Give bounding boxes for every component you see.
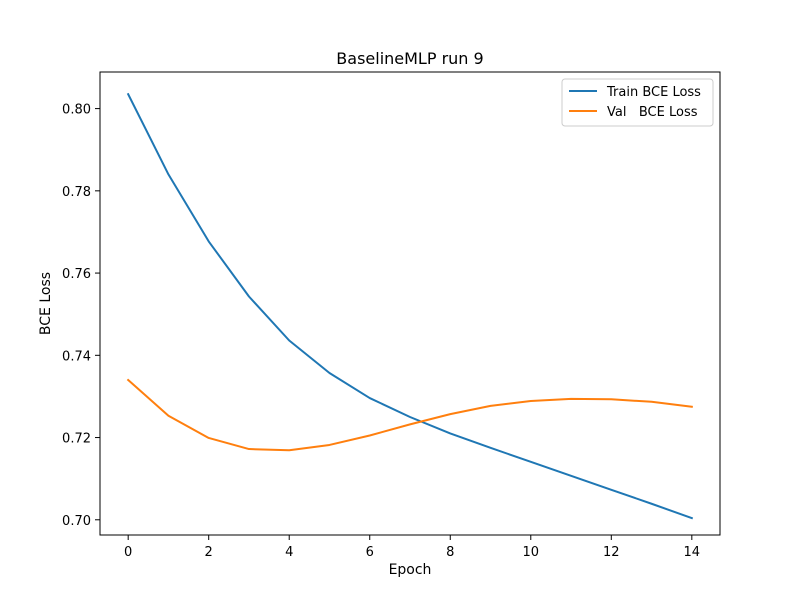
- y-tick-label: 0.70: [62, 514, 91, 529]
- x-tick-label: 6: [366, 545, 374, 560]
- y-tick-label: 0.72: [62, 432, 91, 447]
- series-line-1: [126, 378, 693, 452]
- x-axis-label: Epoch: [389, 562, 432, 578]
- legend-label-val: Val BCE Loss: [607, 105, 698, 120]
- series-line-0: [126, 92, 694, 520]
- axis-ticks: 0 2 4 6 8 10 12 14 0.70 0.72 0.74 0.76 0.78 0.80: [62, 103, 700, 560]
- x-tick-label: 10: [523, 545, 540, 560]
- plot-area: [126, 92, 694, 520]
- y-tick-label: 0.78: [62, 185, 91, 200]
- x-tick-label: 4: [285, 545, 293, 560]
- x-tick-label: 2: [205, 545, 213, 560]
- axes-frame: [99, 71, 721, 536]
- y-tick-label: 0.74: [62, 349, 91, 364]
- legend: Train BCE Loss Val BCE Loss: [561, 78, 714, 127]
- chart-title: BaselineMLP run 9: [336, 49, 483, 68]
- y-axis-label: BCE Loss: [38, 272, 54, 335]
- x-tick-label: 0: [124, 545, 132, 560]
- legend-label-train: Train BCE Loss: [606, 85, 701, 100]
- x-tick-label: 8: [446, 545, 454, 560]
- y-tick-label: 0.80: [62, 103, 91, 118]
- legend-box: [561, 78, 714, 127]
- y-tick-label: 0.76: [62, 267, 91, 282]
- x-tick-label: 14: [684, 545, 701, 560]
- x-tick-label: 12: [603, 545, 620, 560]
